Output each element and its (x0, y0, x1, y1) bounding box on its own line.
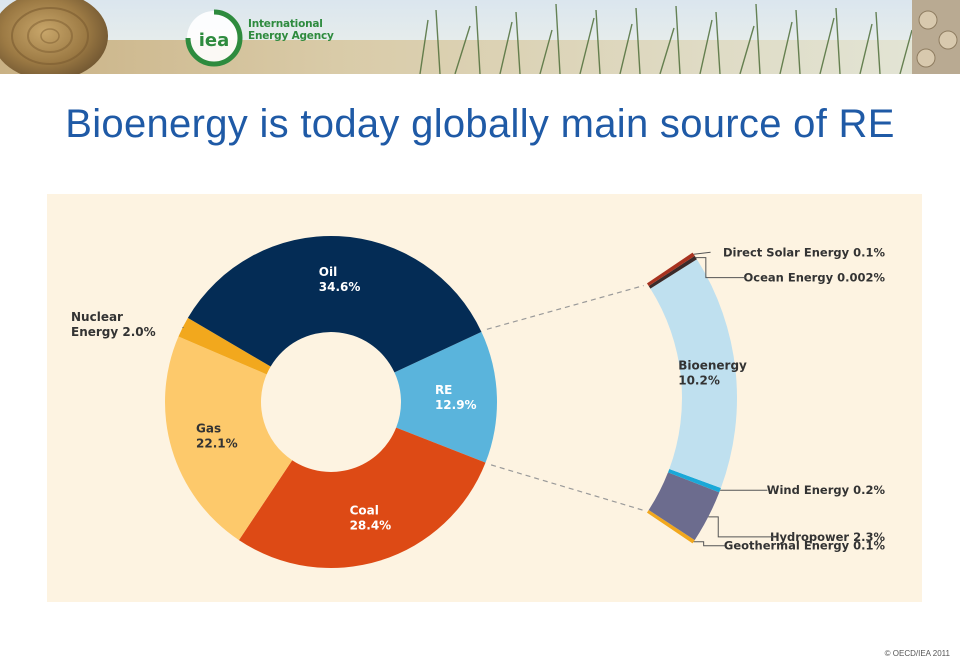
slice-value-re: 12.9% (435, 398, 477, 412)
leader-direct-solar-energy (693, 251, 711, 255)
leader-hydropower (708, 516, 775, 538)
iea-logo: iea (185, 9, 243, 67)
arc-label-direct-solar-energy: Direct Solar Energy 0.1% (723, 245, 885, 259)
slide-title: Bioenergy is today globally main source … (65, 102, 895, 146)
slice-label-re: RE (435, 383, 452, 397)
arc-value-bioenergy: 10.2% (678, 374, 720, 388)
breakdown-connectors (486, 285, 644, 511)
slice-value-coal: 28.4% (350, 518, 392, 532)
donut-slice-coal (238, 427, 486, 568)
hay-bale-image (0, 0, 108, 74)
slice-value-oil: 34.6% (319, 280, 361, 294)
re-breakdown-arc: Geothermal Energy 0.1%Hydropower 2.3% Win… (646, 245, 886, 553)
logo-monogram: iea (199, 30, 230, 51)
leader-ocean-energy (695, 257, 747, 279)
slice-value-gas: 22.1% (196, 437, 238, 451)
arc-segment-geothermal-energy (646, 510, 695, 544)
arc-label-bioenergy: Bioenergy (678, 359, 747, 373)
logo-wordmark: International Energy Agency (248, 18, 334, 42)
slice-label-nuclear-energy: Nuclear (71, 310, 123, 324)
slice-label-nuclear-energy-cont: Energy 2.0% (71, 325, 156, 339)
arc-label-hydropower: Hydropower 2.3% (770, 530, 886, 544)
logo-line-1: International (248, 18, 323, 30)
arc-label-geothermal-energy: Geothermal Energy 0.1% (724, 539, 886, 553)
grass-image (419, 3, 913, 74)
logo-line-2: Energy Agency (248, 30, 334, 42)
slice-label-coal: Coal (350, 503, 379, 517)
header-banner: iea (0, 0, 960, 74)
donut-slice-gas (164, 336, 293, 541)
arc-segment-direct-solar-energy (646, 252, 695, 286)
wood-logs-image (912, 0, 960, 74)
connector-top (486, 285, 644, 330)
arc-label-ocean-energy: Ocean Energy 0.002% (744, 271, 886, 285)
copyright-notice: © OECD/IEA 2011 (884, 649, 950, 658)
arc-label-wind-energy: Wind Energy 0.2% (767, 483, 886, 497)
arc-segment-hydropower (648, 472, 720, 541)
arc-segment-ocean-energy (648, 255, 697, 289)
arc-segment-wind-energy (668, 468, 721, 493)
slice-label-gas: Gas (196, 422, 221, 436)
arc-segment-bioenergy (650, 259, 738, 489)
donut-slice-nuclear-energy (178, 317, 271, 375)
donut-slice-oil (187, 236, 482, 373)
slice-label-oil: Oil (319, 265, 337, 279)
leader-geothermal-energy (693, 541, 725, 547)
donut-slice-re (394, 331, 497, 463)
